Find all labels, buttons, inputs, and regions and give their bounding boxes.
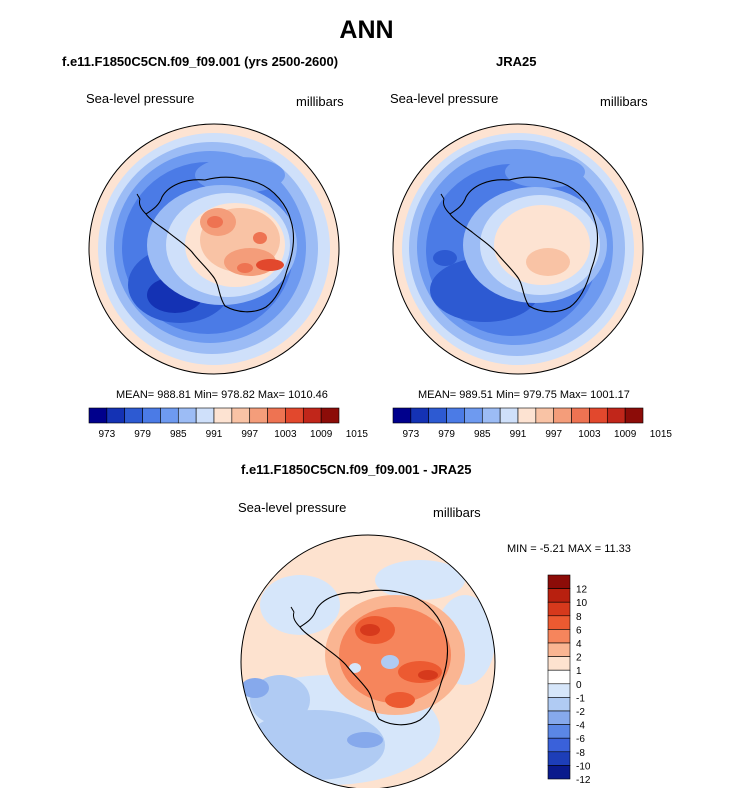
diff-colorbar-swatch [547,588,571,603]
panel2-colorbar-swatch [517,407,537,424]
diff-variable-label: Sea-level pressure [238,500,347,515]
panel2-colorbar-swatch [464,407,483,424]
panel1-colorbar-tick-label: 1003 [274,429,297,440]
diff-panel-title: f.e11.F1850C5CN.f09_f09.001 - JRA25 [241,462,472,477]
diff-colorbar-swatch [547,656,571,671]
panel1-colorbar-swatch [195,407,215,424]
diff-colorbar-tick-label: 1 [576,666,582,677]
diff-units-label: millibars [433,505,481,520]
diff-colorbar-swatch [547,669,571,685]
panel1-variable-label: Sea-level pressure [86,91,195,106]
diff-colorbar-tick-label: 2 [576,653,582,664]
diff-colorbar-tick-label: -1 [576,693,585,704]
panel2-colorbar-swatch [624,407,644,424]
panel2-colorbar-swatch [553,407,572,424]
panel1-colorbar: 973 979 985 991 997 1003 1009 1015 [88,407,369,440]
diff-colorbar-tick-label: -10 [576,761,591,772]
diff-colorbar-swatch [547,601,571,617]
panel1-stats: MEAN= 988.81 Min= 978.82 Max= 1010.46 [116,389,328,401]
diff-minmax-label: MIN = -5.21 MAX = 11.33 [507,543,631,555]
diff-map [240,534,496,788]
panel1-colorbar-tick-label: 985 [170,429,187,440]
panel1-colorbar-swatch [267,407,286,424]
diff-colorbar-tick-label: -2 [576,707,585,718]
diff-colorbar-swatch [547,615,571,630]
diff-colorbar-tick-label: -4 [576,721,585,732]
panel1-colorbar-swatch [285,407,304,424]
panel1-colorbar-swatch [177,407,197,424]
diff-colorbar-tick-label: -6 [576,734,585,745]
diff-colorbar-tick-label: 12 [576,585,588,596]
panel1-colorbar-tick-label: 1015 [346,429,369,440]
panel1-units-label: millibars [296,94,344,109]
panel2-colorbar-swatch [499,407,519,424]
diff-colorbar-swatch [547,629,571,644]
panel1-title: f.e11.F1850C5CN.f09_f09.001 (yrs 2500-26… [62,54,339,69]
diff-colorbar-tick-label: 8 [576,612,582,623]
panel1-colorbar-swatch [213,407,233,424]
panel2-colorbar-swatch [571,407,590,424]
diff-colorbar-tick-label: 6 [576,625,582,636]
diff-colorbar-tick-label: 10 [576,598,588,609]
diff-colorbar-tick-label: -12 [576,775,591,786]
diff-colorbar-swatch [547,697,571,712]
panel1-colorbar-swatch [249,407,268,424]
panel1-map [88,123,340,375]
diff-colorbar-tick-label: 4 [576,639,582,650]
panel2-colorbar-swatch [392,407,412,424]
panel2-colorbar-swatch [428,407,447,424]
panel2-variable-label: Sea-level pressure [390,91,499,106]
panel2-colorbar-swatch [410,407,430,424]
panel1-colorbar-swatch [320,407,340,424]
panel2-colorbar-tick-label: 973 [403,429,420,440]
panel1-colorbar-tick-label: 997 [241,429,258,440]
panel2-colorbar-swatch [589,407,608,424]
panel2-stats: MEAN= 989.51 Min= 979.75 Max= 1001.17 [418,389,630,401]
panel1-colorbar-swatch [160,407,179,424]
panel2-colorbar: 973 979 985 991 997 1003 1009 1015 [392,407,673,440]
panel2-colorbar-swatch [481,407,501,424]
panel1-colorbar-tick-label: 979 [134,429,151,440]
panel2-colorbar-tick-label: 1009 [614,429,637,440]
panel1-colorbar-swatch [142,407,161,424]
diff-colorbar-swatch [547,642,571,657]
panel2-colorbar-tick-label: 1003 [578,429,601,440]
diff-colorbar-swatch [547,574,571,589]
panel2-colorbar-tick-label: 997 [545,429,562,440]
diff-colorbar-swatch [547,737,571,753]
panel2-colorbar-swatch [535,407,555,424]
panel2-colorbar-tick-label: 979 [438,429,455,440]
panel1-colorbar-swatch [231,407,251,424]
diff-colorbar-swatch [547,683,571,698]
panel2-units-label: millibars [600,94,648,109]
panel1-colorbar-tick-label: 991 [206,429,223,440]
panel2-colorbar-swatch [606,407,626,424]
panel1-colorbar-swatch [88,407,108,424]
panel2-map [392,123,644,375]
panel1-colorbar-swatch [106,407,126,424]
panel2-title: JRA25 [496,54,537,69]
diff-colorbar-swatch [547,751,571,766]
panel1-colorbar-swatch [302,407,322,424]
diff-colorbar-swatch [547,765,571,780]
diff-colorbar-swatch [547,724,571,739]
panel2-colorbar-swatch [446,407,465,424]
diff-colorbar-tick-label: 0 [576,680,582,691]
figure-title: ANN [339,16,394,44]
panel2-colorbar-tick-label: 991 [510,429,527,440]
panel1-colorbar-swatch [124,407,143,424]
panel1-colorbar-tick-label: 973 [99,429,116,440]
panel2-colorbar-tick-label: 985 [474,429,491,440]
panel1-colorbar-tick-label: 1009 [310,429,333,440]
diff-colorbar-swatch [547,710,571,725]
panel2-colorbar-tick-label: 1015 [650,429,673,440]
diff-colorbar-tick-label: -8 [576,748,585,759]
